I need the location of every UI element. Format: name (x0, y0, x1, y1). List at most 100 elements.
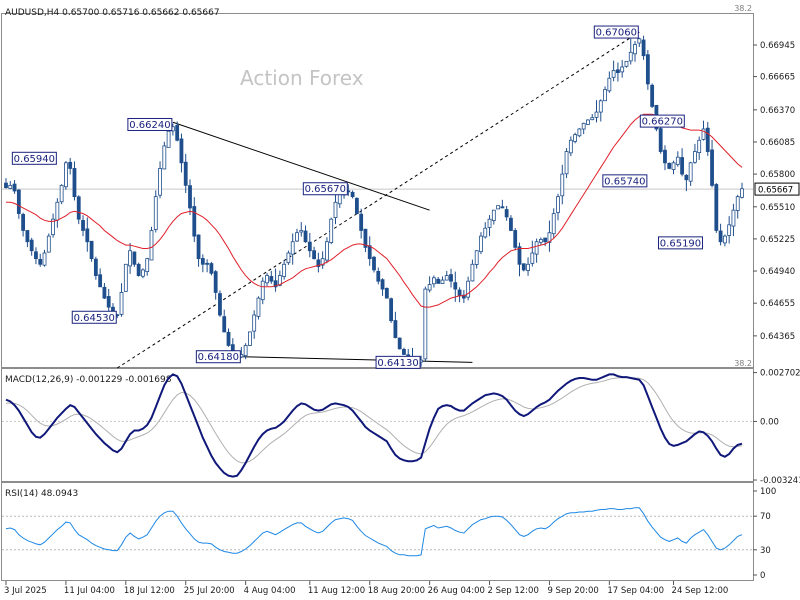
price-tick-label: 0.65510 (760, 203, 795, 213)
candle (179, 133, 184, 173)
candle (500, 199, 505, 209)
svg-text:0.65190: 0.65190 (660, 238, 701, 249)
candle (136, 262, 141, 277)
candle (697, 136, 702, 160)
candle (650, 83, 655, 108)
candle (93, 256, 98, 280)
candle (675, 151, 680, 167)
candle (560, 164, 565, 205)
macd-tick-label: 0.002702 (760, 369, 800, 379)
candle (509, 215, 513, 232)
candle (577, 128, 582, 138)
price-axis: 0.66945 0.66665 0.66370 0.66085 0.65800 0.655… (753, 41, 800, 342)
rsi-tick-label: 100 (760, 487, 776, 497)
candle (59, 184, 64, 205)
candle (329, 217, 334, 245)
candle (594, 100, 599, 123)
trendline-solid (172, 121, 430, 211)
trendline-dashed (116, 31, 640, 369)
swing-label: 0.65670 (302, 182, 348, 196)
time-tick-label: 17 Sep 04:00 (607, 586, 664, 596)
candle (42, 249, 47, 267)
candle (470, 259, 475, 282)
candle (611, 60, 616, 82)
candle (145, 257, 150, 276)
candle (731, 203, 736, 237)
candle (483, 222, 488, 239)
candle (376, 267, 381, 285)
candle (534, 238, 539, 263)
candle (389, 297, 394, 323)
candle (277, 270, 282, 287)
candle (402, 347, 406, 355)
candle (727, 216, 732, 244)
candle (556, 193, 560, 221)
candle (188, 179, 192, 215)
time-axis: 3 Jul 2025 11 Jul 04:00 18 Jul 12:00 25 Jul… (4, 581, 728, 596)
swing-label: 0.66240 (127, 117, 173, 131)
candle (153, 190, 158, 233)
candle (573, 132, 578, 144)
candle (295, 228, 299, 242)
candle (423, 286, 428, 361)
candle (213, 270, 218, 300)
candle (149, 226, 154, 261)
price-tick-label: 0.66085 (760, 138, 795, 148)
candle (205, 259, 210, 273)
candle (64, 160, 68, 190)
candle (688, 161, 693, 186)
macd-pane-title: MACD(12,26,9) -0.001229 -0.001698 (5, 375, 172, 385)
candle (372, 255, 376, 273)
moving-average-line (6, 113, 743, 308)
price-tick-label: 0.66370 (760, 106, 795, 116)
fib-label-top: 38.2 (734, 4, 752, 13)
candle (218, 290, 222, 317)
candle (243, 343, 248, 360)
time-tick-label: 25 Jul 20:00 (184, 586, 235, 596)
candle (12, 180, 17, 194)
candle (564, 148, 569, 179)
candle (363, 228, 368, 253)
rsi-tick-label: 0 (760, 571, 765, 581)
trendline-solid (241, 356, 473, 363)
candle (491, 209, 496, 225)
macd-signal-line (5, 376, 743, 464)
svg-text:0.65940: 0.65940 (14, 154, 55, 165)
candle (21, 212, 26, 237)
candle (303, 225, 308, 243)
candle (8, 181, 13, 190)
candle (269, 270, 274, 284)
price-tick-label: 0.64365 (760, 332, 795, 342)
candle (637, 37, 642, 47)
candle (128, 242, 132, 274)
candle (641, 35, 646, 60)
candle (166, 129, 171, 148)
candle (568, 136, 573, 157)
time-tick-label: 11 Jul 04:00 (64, 586, 115, 596)
candle (325, 237, 329, 264)
candle (543, 237, 548, 247)
candle (354, 197, 359, 215)
candle (359, 208, 364, 239)
time-tick-label: 26 Aug 04:00 (428, 586, 485, 596)
price-tick-label: 0.65800 (760, 170, 795, 180)
candle (581, 122, 586, 135)
candle (38, 253, 43, 267)
candle (393, 311, 398, 339)
rsi-pane-frame (1, 482, 754, 581)
candle (51, 213, 55, 238)
candle (265, 272, 269, 287)
candle (102, 282, 107, 299)
candle (671, 160, 676, 175)
candle (248, 331, 252, 346)
candle (714, 183, 719, 233)
candle (316, 252, 321, 273)
time-tick-label: 18 Aug 20:00 (368, 586, 425, 596)
svg-text:0.64130: 0.64130 (377, 358, 418, 369)
candle (628, 38, 633, 65)
candle (333, 194, 338, 225)
candle (34, 247, 38, 265)
current-price-badge: 0.65667 (754, 182, 800, 196)
rsi-tick-label: 30 (760, 546, 771, 556)
